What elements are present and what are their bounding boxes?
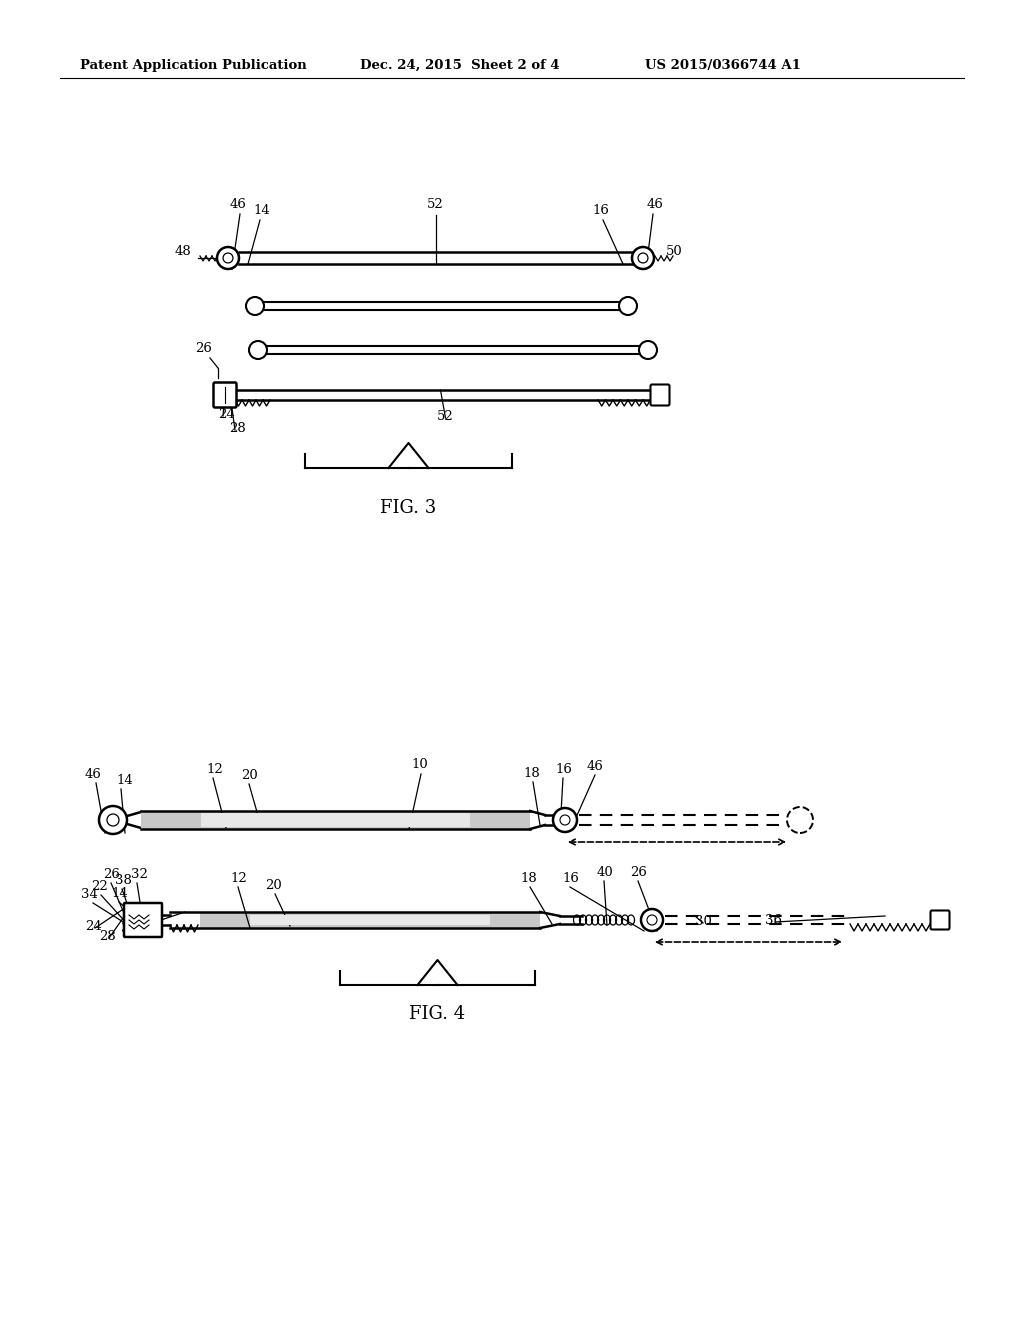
Text: 26: 26 xyxy=(103,869,120,880)
Text: 30: 30 xyxy=(121,921,138,935)
Text: 46: 46 xyxy=(587,760,604,774)
Text: FIG. 4: FIG. 4 xyxy=(410,1005,466,1023)
Text: 16: 16 xyxy=(555,763,571,776)
Circle shape xyxy=(787,807,813,833)
Circle shape xyxy=(106,814,119,826)
Text: 12: 12 xyxy=(206,763,223,776)
FancyBboxPatch shape xyxy=(931,911,949,929)
Circle shape xyxy=(647,915,657,925)
FancyBboxPatch shape xyxy=(213,383,237,408)
Circle shape xyxy=(639,341,657,359)
FancyBboxPatch shape xyxy=(141,810,530,829)
Text: FIG. 3: FIG. 3 xyxy=(380,499,436,517)
Text: 20: 20 xyxy=(265,879,282,892)
Circle shape xyxy=(632,247,654,269)
Text: 10: 10 xyxy=(411,758,428,771)
Circle shape xyxy=(638,253,648,263)
Text: Dec. 24, 2015  Sheet 2 of 4: Dec. 24, 2015 Sheet 2 of 4 xyxy=(360,58,560,71)
Text: 14: 14 xyxy=(254,205,270,216)
Circle shape xyxy=(641,909,663,931)
Text: 36: 36 xyxy=(765,913,782,927)
Text: 12: 12 xyxy=(230,873,247,884)
Text: 26: 26 xyxy=(195,342,212,355)
Circle shape xyxy=(249,341,267,359)
Text: 32: 32 xyxy=(131,869,147,880)
Text: US 2015/0366744 A1: US 2015/0366744 A1 xyxy=(645,58,801,71)
Circle shape xyxy=(223,253,232,263)
Text: 46: 46 xyxy=(85,768,101,781)
Text: 46: 46 xyxy=(646,198,664,211)
Text: 16: 16 xyxy=(593,205,609,216)
Text: 50: 50 xyxy=(666,246,683,257)
Circle shape xyxy=(246,297,264,315)
FancyBboxPatch shape xyxy=(250,915,490,925)
Text: 16: 16 xyxy=(562,873,579,884)
Circle shape xyxy=(217,247,239,269)
Text: Patent Application Publication: Patent Application Publication xyxy=(80,58,307,71)
FancyBboxPatch shape xyxy=(201,813,470,828)
Text: 48: 48 xyxy=(175,246,191,257)
Text: 26: 26 xyxy=(630,866,647,879)
Circle shape xyxy=(553,808,577,832)
FancyBboxPatch shape xyxy=(200,912,540,928)
Text: 24: 24 xyxy=(218,408,234,421)
Text: 38: 38 xyxy=(115,874,132,887)
Text: 18: 18 xyxy=(523,767,540,780)
Text: 22: 22 xyxy=(91,880,108,894)
Text: 28: 28 xyxy=(99,931,116,942)
Text: 52: 52 xyxy=(437,411,454,422)
Circle shape xyxy=(560,814,570,825)
Text: 40: 40 xyxy=(597,866,613,879)
Text: 46: 46 xyxy=(229,198,247,211)
Text: 14: 14 xyxy=(116,774,133,787)
Text: 34: 34 xyxy=(81,888,98,902)
Text: 20: 20 xyxy=(241,770,258,781)
Circle shape xyxy=(99,807,127,834)
Text: 24: 24 xyxy=(85,920,101,933)
Text: 14: 14 xyxy=(111,887,128,900)
Text: 30: 30 xyxy=(695,915,712,928)
FancyBboxPatch shape xyxy=(650,384,670,405)
Text: 28: 28 xyxy=(229,422,246,436)
FancyBboxPatch shape xyxy=(124,903,162,937)
Text: 18: 18 xyxy=(520,873,537,884)
Circle shape xyxy=(618,297,637,315)
Text: 52: 52 xyxy=(427,198,443,211)
